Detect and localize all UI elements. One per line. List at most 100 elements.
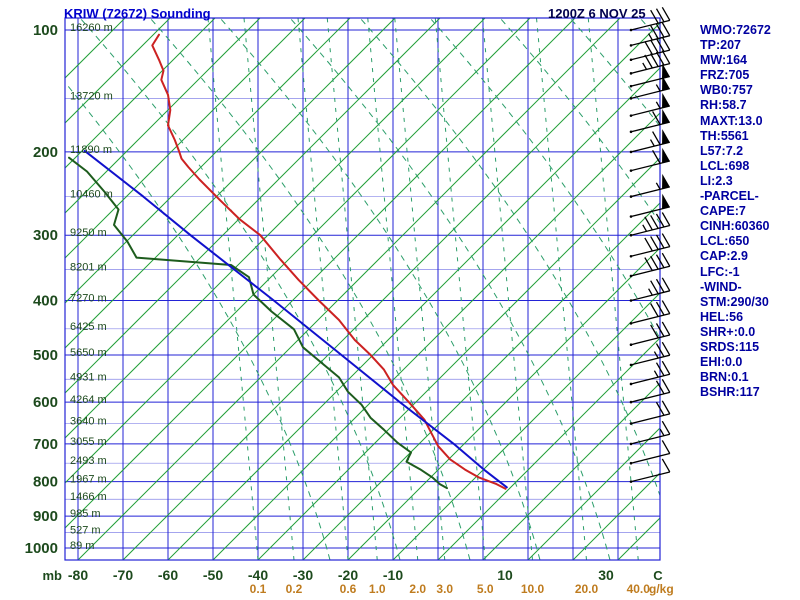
- height-label: 5650 m: [70, 347, 107, 359]
- wind-barb: [629, 379, 671, 404]
- stats-line: WMO:72672: [700, 23, 771, 37]
- stats-line: TH:5561: [700, 128, 749, 143]
- temperature-tick-label: -40: [248, 567, 268, 583]
- height-label: 89 m: [70, 540, 94, 552]
- wind-barb: [629, 400, 671, 425]
- pressure-tick-label: 900: [33, 508, 58, 525]
- temperature-tick-label: -10: [383, 567, 403, 583]
- temperature-tick-label: 30: [598, 567, 614, 583]
- temperature-tick-label: -80: [68, 567, 88, 583]
- temperature-unit-label: C: [653, 568, 663, 583]
- mixing-ratio-label: 20.0: [575, 582, 599, 596]
- wind-barb: [629, 212, 671, 237]
- stats-line: MAXT:13.0: [700, 113, 763, 128]
- wind-barb: [629, 233, 671, 258]
- stats-line: LI:2.3: [700, 173, 733, 188]
- stats-line: CINH:60360: [700, 219, 770, 234]
- mixing-ratio-label: 0.2: [286, 582, 303, 596]
- mixing-ratio-label: 0.6: [340, 582, 357, 596]
- stats-line: -WIND-: [700, 279, 742, 294]
- wind-barb: [629, 360, 671, 386]
- mixing-ratio-label: 10.0: [521, 582, 545, 596]
- stats-line: HEL:56: [700, 309, 744, 324]
- plot-grid: [65, 18, 660, 560]
- temperature-tick-label: -20: [338, 567, 358, 583]
- wind-barb: [629, 458, 671, 483]
- wind-barb: [629, 252, 671, 278]
- height-label: 8201 m: [70, 262, 107, 274]
- mixing-ratio-label: 3.0: [436, 582, 453, 596]
- wind-barb: [629, 6, 671, 32]
- wind-barb: [629, 300, 671, 325]
- stats-line: WB0:757: [700, 83, 753, 98]
- mixing-ratio-label: 2.0: [409, 582, 426, 596]
- parcel-curve: [83, 149, 508, 489]
- mixing-ratio-label: 0.1: [250, 582, 267, 596]
- height-label: 3055 m: [70, 436, 107, 448]
- wind-barb: [629, 75, 670, 100]
- stats-line: STM:290/30: [700, 294, 769, 309]
- page-title: KRIW (72672) Sounding: [64, 6, 211, 21]
- height-label: 4264 m: [70, 394, 107, 406]
- temperature-tick-label: 10: [497, 567, 513, 583]
- temperature-curve: [151, 33, 507, 490]
- pressure-unit-label: mb: [43, 568, 63, 583]
- stats-line: FRZ:705: [700, 68, 750, 83]
- height-label: 2493 m: [70, 455, 107, 467]
- wind-barb: [629, 341, 671, 367]
- wind-barb: [629, 129, 670, 154]
- wind-barb: [629, 109, 670, 134]
- plot-border: [64, 17, 661, 561]
- stats-line: CAP:2.9: [700, 249, 748, 264]
- stats-line: -PARCEL-: [700, 189, 759, 204]
- dewpoint-curve: [68, 156, 448, 490]
- pressure-tick-label: 1000: [25, 540, 58, 557]
- height-label: 6425 m: [70, 321, 107, 333]
- wind-barb-column: [629, 6, 671, 483]
- stats-line: LCL:650: [700, 234, 750, 249]
- temperature-tick-label: -50: [203, 567, 223, 583]
- stats-line: TP:207: [700, 38, 741, 53]
- pressure-tick-label: 500: [33, 347, 58, 364]
- wind-barb: [629, 147, 670, 172]
- height-label: 11890 m: [70, 144, 112, 156]
- mixing-ratio-label: 5.0: [477, 582, 494, 596]
- datetime-label: 1200Z 6 NOV 25: [548, 6, 646, 21]
- height-label: 16260 m: [70, 22, 113, 34]
- stats-line: BRN:0.1: [700, 370, 749, 385]
- indices-panel: WMO:72672 TP:207 MW:164 FRZ:705 WB0:757 RH:58…: [700, 23, 771, 400]
- mixing-ratio-label: 1.0: [369, 582, 386, 596]
- wind-barb: [629, 420, 671, 446]
- height-label: 527 m: [70, 524, 101, 536]
- height-label: 13720 m: [70, 90, 113, 102]
- mixing-ratio-label: 40.0: [627, 582, 651, 596]
- wind-barb: [629, 321, 671, 347]
- height-label: 985 m: [70, 508, 101, 520]
- pressure-tick-label: 600: [33, 394, 58, 411]
- height-label: 7270 m: [70, 292, 107, 304]
- height-label: 4931 m: [70, 371, 107, 383]
- stats-line: MW:164: [700, 53, 748, 68]
- wind-barb: [629, 92, 670, 117]
- stats-line: L57:7.2: [700, 143, 744, 158]
- temperature-tick-label: -30: [293, 567, 313, 583]
- mixing-ratio-unit-label: g/kg: [649, 582, 674, 596]
- stats-line: BSHR:117: [700, 385, 760, 400]
- pressure-tick-label: 300: [33, 227, 58, 244]
- stats-line: EHI:0.0: [700, 355, 743, 370]
- height-label: 1466 m: [70, 491, 107, 503]
- height-label: 10460 m: [70, 189, 113, 201]
- pressure-tick-label: 200: [33, 144, 58, 161]
- wind-barb: [629, 193, 670, 218]
- stats-line: LCL:698: [700, 158, 750, 173]
- axis-labels: 100 200 300 400 500 600 700 800 900 1000 mb 16260 m…: [25, 22, 674, 596]
- wind-barb: [629, 277, 671, 302]
- wind-barb: [629, 173, 670, 198]
- sounding-curves: [68, 33, 508, 490]
- height-label: 3640 m: [70, 416, 107, 428]
- wind-barb: [629, 22, 671, 47]
- height-label: 1967 m: [70, 474, 107, 486]
- pressure-tick-label: 100: [33, 22, 58, 39]
